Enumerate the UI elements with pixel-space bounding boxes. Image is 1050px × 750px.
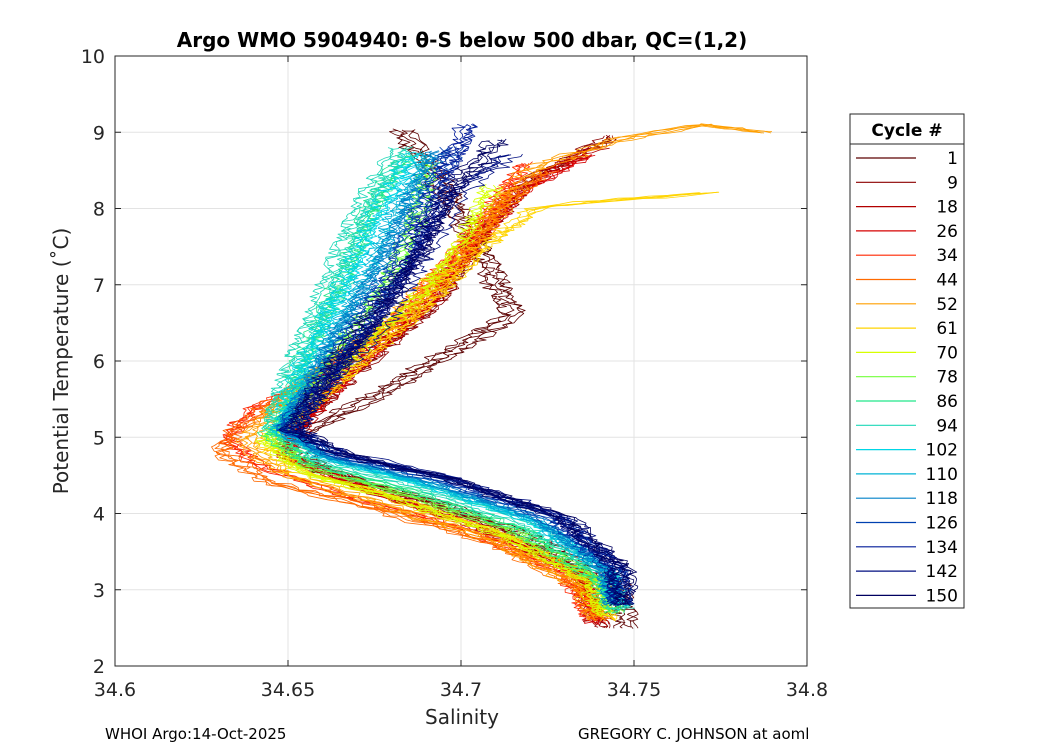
footer-right: GREGORY C. JOHNSON at aoml [578,725,810,743]
profile-trace [283,154,620,605]
legend-label: 110 [926,465,958,485]
legend-label: 118 [926,489,958,509]
y-tick-label: 8 [93,199,105,221]
profile-trace [276,146,618,605]
profile-trace [271,153,614,606]
legend: Cycle # 19182634445261707886941021101181… [849,113,965,609]
chart-title: Argo WMO 5904940: θ-S below 500 dbar, QC… [177,28,747,52]
legend-label: 34 [936,246,958,266]
profile-trace [296,130,639,629]
y-tick-label: 9 [93,122,105,144]
y-tick-label: 4 [93,504,105,526]
legend-box [849,113,965,609]
legend-label: 26 [936,222,958,242]
legend-items: 1 9 18 26 34 44 52 61 70 78 86 94 102 110 118 126 134 142… [856,149,958,606]
plot-area [211,123,773,629]
legend-label: 9 [947,173,958,193]
footer-left: WHOI Argo:14-Oct-2025 [105,725,287,743]
x-tick-label: 34.75 [607,679,661,701]
x-axis-label: Salinity [425,705,499,729]
profile-trace [294,129,639,629]
legend-title: Cycle # [871,121,942,141]
x-tick-label: 34.6 [94,679,136,701]
legend-label: 142 [926,562,958,582]
x-tick-label: 34.8 [786,679,828,701]
x-axis: 34.6 34.65 34.7 34.75 34.8 [94,56,828,701]
profile-trace [295,139,631,606]
y-tick-label: 3 [93,580,105,602]
profile-trace [236,125,761,621]
legend-label: 61 [936,319,958,339]
series-cycle-150 [278,138,639,607]
x-tick-label: 34.7 [440,679,482,701]
profile-trace [296,139,636,605]
legend-label: 52 [936,295,958,315]
y-tick-label: 6 [93,351,105,373]
legend-label: 94 [936,416,958,436]
legend-label: 44 [936,271,958,291]
legend-label: 134 [926,538,958,558]
profile-trace [289,140,628,605]
legend-label: 102 [926,441,958,461]
legend-label: 70 [936,343,958,363]
y-tick-label: 7 [93,275,105,297]
y-axis-label: Potential Temperature (˚C) [49,228,73,495]
legend-label: 18 [936,198,958,218]
legend-label: 78 [936,368,958,388]
legend-label: 126 [926,514,958,534]
legend-label: 150 [926,586,958,606]
x-tick-label: 34.65 [261,679,315,701]
legend-label: 1 [947,149,958,169]
profile-trace [296,138,639,607]
y-tick-label: 5 [93,427,105,449]
legend-label: 86 [936,392,958,412]
profile-trace [278,140,622,606]
y-tick-label: 2 [93,656,105,678]
y-axis: 2 3 4 5 6 7 8 9 10 [81,46,807,678]
y-tick-label: 10 [81,46,105,68]
